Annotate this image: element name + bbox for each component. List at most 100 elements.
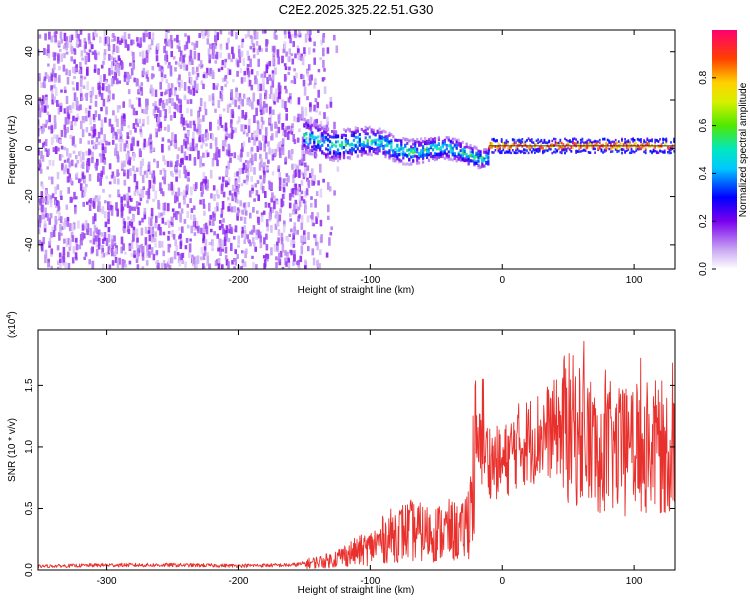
spectrogram-cell [197,52,201,61]
spectrogram-cell [335,144,338,148]
spectrogram-cell [165,79,169,84]
spectrogram-cell [193,146,197,150]
spectrogram-cell [333,190,336,196]
spectrogram-cell [98,82,102,88]
spectrogram-cell [471,159,474,163]
spectrogram-cell [354,126,357,130]
spectrogram-cell [169,72,173,77]
spectrogram-cell [117,68,121,77]
spectrogram-cell [302,173,306,180]
spectrogram-cell [500,151,503,155]
spectrogram-cell [624,138,626,141]
spectrogram-cell [180,79,183,89]
spectrogram-cell [112,127,115,132]
spectrogram-cell [108,118,112,127]
spectrogram-cell [319,133,323,141]
spectrogram-cell [123,71,127,78]
spectrogram-cell [652,150,655,153]
spectrogram-cell [376,129,379,133]
spectrogram-cell [215,51,219,60]
spectrogram-cell [72,246,76,254]
spectrogram-cell [216,159,219,167]
spectrogram-cell [380,135,383,139]
spectrogram-cell [304,190,307,198]
spectrogram-cell [614,145,617,149]
spectrogram-cell [103,211,107,219]
spectrogram-cell [346,156,349,160]
spectrogram-cell [227,196,230,201]
spectrogram-cell [433,144,437,147]
spectrogram-cell [225,180,228,186]
spectrogram-cell [521,140,524,144]
spectrogram-cell [164,109,167,118]
spectrogram-cell [164,55,167,61]
spectrogram-cell [291,123,294,129]
spectrogram-cell [408,157,411,161]
spectrogram-cell [136,140,140,147]
spectrogram-cell [183,165,186,175]
spectrogram-cell [584,141,587,144]
spectrogram-cell [102,83,105,91]
spectrogram-cell [350,149,353,153]
spectrogram-cell [314,198,317,208]
spectrogram-cell [181,226,184,233]
spectrogram-cell [237,175,241,183]
spectrogram-cell [179,57,182,62]
spectrogram-cell [244,233,247,240]
spectrogram-cell [173,102,177,109]
spectrogram-cell [237,97,240,103]
spectrogram-cell [100,232,104,237]
spectrogram-cell [300,53,303,58]
spectrogram-cell [378,134,381,138]
spectrogram-cell [168,105,171,114]
spectrogram-cell [151,229,155,237]
spectrogram-cell [329,158,332,161]
spectrogram-cell [189,77,193,86]
spectrogram-cell [265,152,268,160]
spectrogram-cell [103,159,107,165]
spectrogram-cell [262,77,265,86]
spectrogram-cell [250,69,254,75]
spectrogram-cell [233,266,236,269]
spectrogram-cell [617,149,620,153]
snr-multiplier-close: ) [7,311,18,314]
spectrogram-cell [58,252,62,258]
spectrogram-cell [246,151,250,157]
spectrogram-cell [234,99,237,108]
spectrogram-cell [193,80,197,89]
spectrogram-cell [366,142,369,146]
spectrogram-cell [113,57,117,64]
spectrogram-cell [670,146,672,149]
snr-multiplier-exp: 4 [6,315,13,319]
spectrogram-cell [243,70,247,76]
spectrogram-cell [576,140,579,144]
spectrogram-cell [242,58,246,66]
spectrogram-cell [186,136,189,145]
spectrogram-cell [325,104,329,109]
spectrogram-cell [154,190,158,200]
spectrogram-cell [551,139,554,143]
spectrogram-cell [416,155,419,158]
spectrogram-cell [305,151,308,155]
spectrogram-cell [241,143,244,152]
spectrogram-cell [67,117,70,125]
spectrogram-cell [617,140,620,143]
spectrogram-cell [186,203,190,208]
spectrogram-cell [231,97,235,105]
spectrogram-cell [107,141,111,146]
spectrogram-cell [243,239,246,245]
spectrogram-cell [311,123,314,127]
spectrogram-cell [102,166,105,175]
spectrogram-cell [38,102,40,111]
spectrogram-cell [230,132,234,140]
spectrogram-cell [611,140,614,143]
spectrogram-cell [283,41,287,49]
spectrogram-cell [169,115,173,121]
spectrogram-cell [292,41,295,47]
spectrogram-cell [101,248,105,253]
spectrogram-cell [145,33,149,38]
spectrogram-cell [68,173,71,182]
spectrogram-cell [161,191,165,197]
spectrogram-cell [252,207,255,213]
spectrogram-cell [455,138,458,142]
